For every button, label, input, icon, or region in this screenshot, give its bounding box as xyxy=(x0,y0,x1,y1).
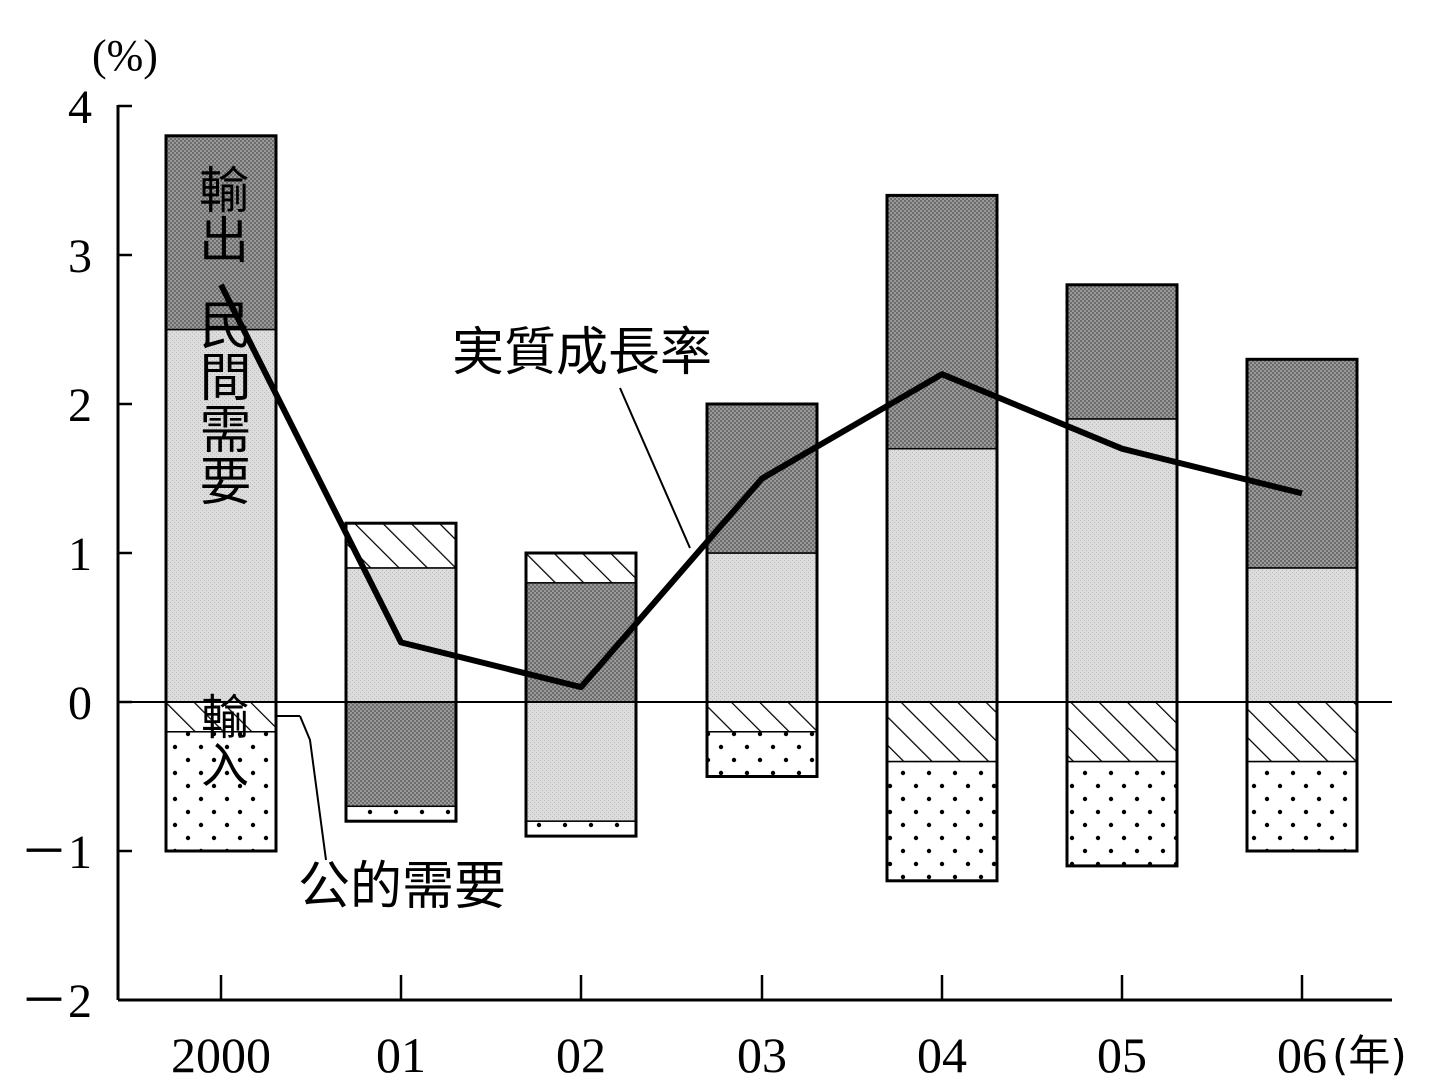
bar-segment xyxy=(886,701,998,763)
bar-stack xyxy=(164,134,278,853)
public-demand-label: 公的需要 xyxy=(298,857,506,917)
bar-outline xyxy=(164,134,278,853)
bar-segment xyxy=(165,328,277,703)
x-tick-label: 06 xyxy=(1277,1027,1327,1083)
growth-rate-leader-line xyxy=(619,387,691,549)
bar-outline xyxy=(705,402,819,778)
bar-outline xyxy=(885,193,999,883)
y-unit-label: (%) xyxy=(92,31,158,80)
bar-segment xyxy=(525,552,637,584)
x-tick-label: 2000 xyxy=(171,1027,271,1083)
bar-segment xyxy=(1246,701,1358,763)
bar-segment xyxy=(1066,701,1178,763)
x-tick-label: 01 xyxy=(376,1027,426,1083)
bars xyxy=(164,134,1359,883)
bar-segment xyxy=(706,552,818,703)
bar-segment xyxy=(886,194,998,450)
y-tick-label: －2 xyxy=(20,975,92,1028)
x-tick-label: 05 xyxy=(1097,1027,1147,1083)
bar-stack xyxy=(524,551,638,838)
bar-outline xyxy=(1245,357,1359,853)
bar-segment xyxy=(345,805,457,822)
y-ticks: 4 3 2 1 0 －1 －2 xyxy=(20,81,132,1028)
bar-stack xyxy=(1245,357,1359,853)
x-tick-label: 04 xyxy=(917,1027,967,1083)
growth-rate-line-group xyxy=(218,283,1303,691)
y-tick-label: 4 xyxy=(68,81,92,134)
bar-segment xyxy=(1066,418,1178,703)
bar-segment xyxy=(1246,358,1358,569)
bar-segment xyxy=(1066,760,1178,867)
y-tick-label: 0 xyxy=(68,677,92,730)
bar-stack xyxy=(885,193,999,883)
bar-segment xyxy=(706,701,818,733)
growth-rate-line xyxy=(218,283,1303,691)
bar-segment xyxy=(345,567,457,703)
x-ticks: 2000 01 02 03 04 05 06 xyxy=(171,975,1327,1083)
bar-segment xyxy=(1066,284,1178,420)
bar-segment xyxy=(525,820,637,837)
private-demand-label-vertical: 民間需要 xyxy=(190,298,250,506)
bar-segment xyxy=(165,135,277,331)
bar-segment xyxy=(525,701,637,822)
export-label: 輸出 輸出 xyxy=(191,164,249,264)
y-tick-label: －1 xyxy=(20,826,92,879)
public-demand-leader-curve xyxy=(299,715,327,861)
bar-stack xyxy=(1065,283,1179,868)
bar-stack xyxy=(705,402,819,778)
bar-segment xyxy=(345,701,457,808)
y-tick-label: 1 xyxy=(68,528,92,581)
bar-segment xyxy=(886,447,998,703)
bar-segment xyxy=(886,760,998,882)
x-tick-label: 03 xyxy=(737,1027,787,1083)
y-tick-label: 3 xyxy=(68,230,92,283)
bar-outline xyxy=(344,521,458,823)
bar-outline xyxy=(524,551,638,838)
export-label-vertical: 輸出 xyxy=(191,164,249,264)
x-tick-label: 02 xyxy=(556,1027,606,1083)
bar-segment xyxy=(706,731,818,778)
bar-segment xyxy=(1246,760,1358,852)
bar-segment xyxy=(1246,567,1358,703)
growth-rate-label: 実質成長率 xyxy=(452,323,712,383)
x-unit-label: (年) xyxy=(1332,1031,1407,1080)
y-tick-label: 2 xyxy=(68,379,92,432)
import-label-vertical: 輸入 xyxy=(192,692,248,788)
bar-outline xyxy=(1065,283,1179,868)
bar-segment xyxy=(165,731,277,852)
